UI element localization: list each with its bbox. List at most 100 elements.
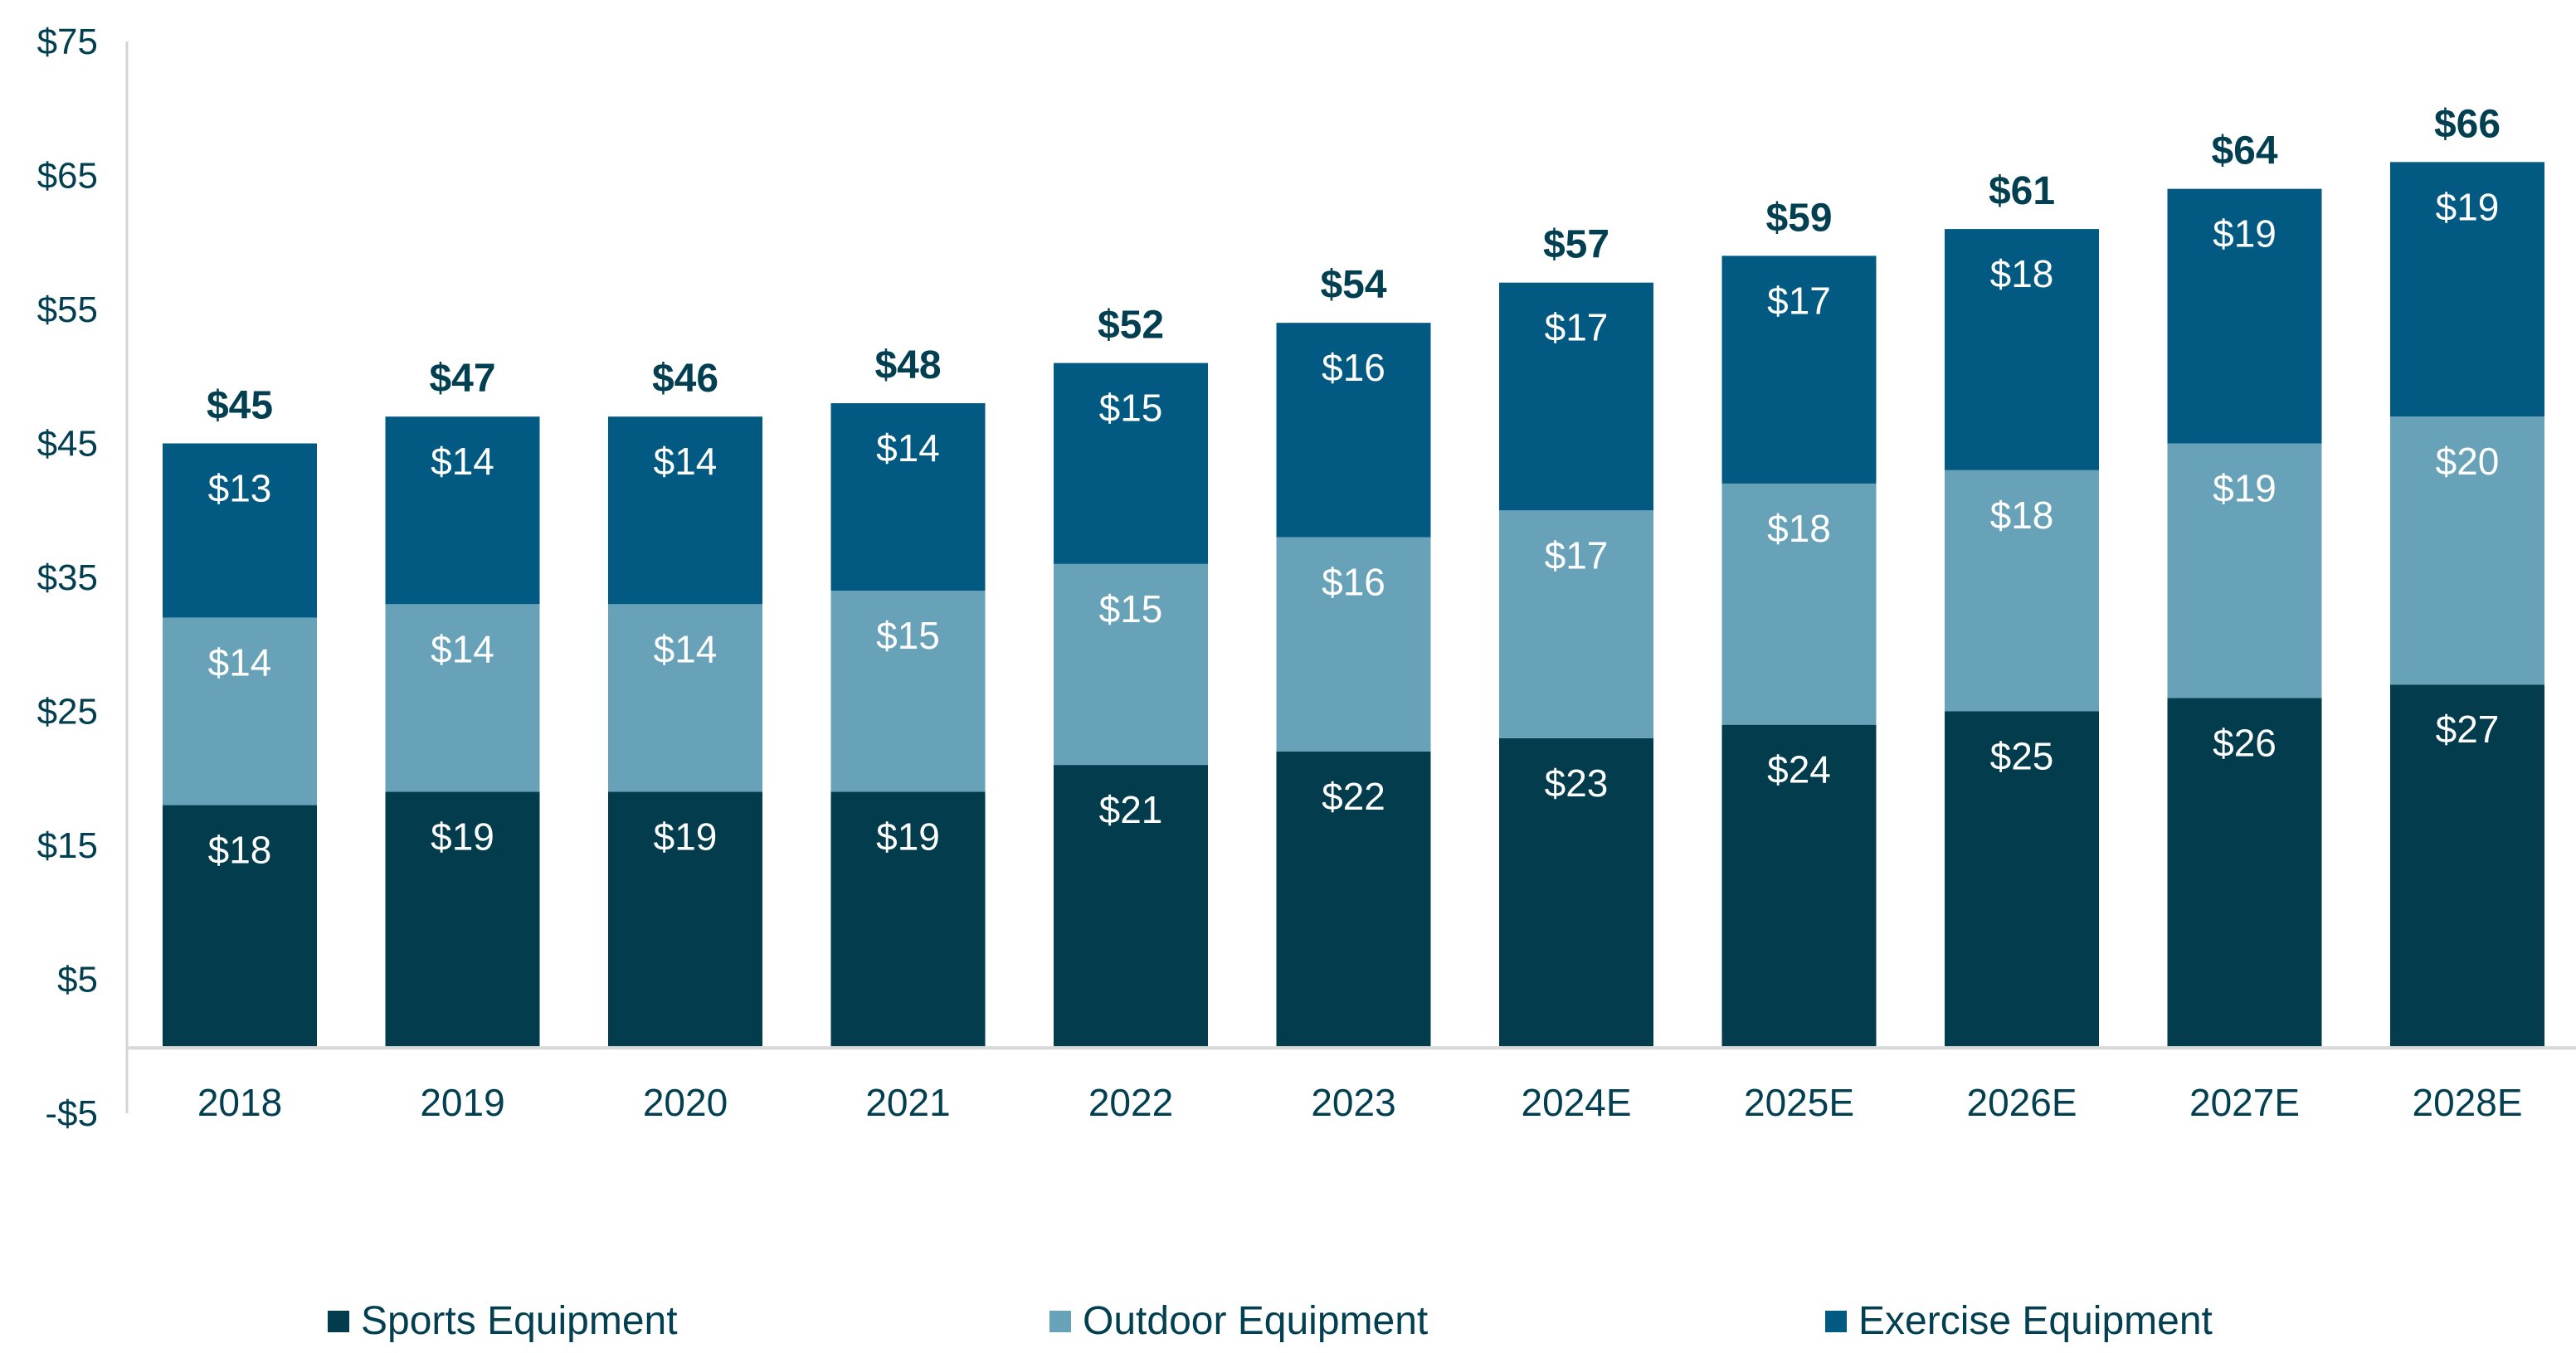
total-data-label: $52	[1098, 304, 1164, 348]
total-data-label: $46	[652, 357, 718, 401]
total-data-label: $59	[1765, 196, 1832, 240]
segment-data-label: $19	[2213, 467, 2277, 510]
segment-data-label: $14	[654, 440, 718, 483]
bar-segment-sports	[1276, 751, 1431, 1047]
segment-data-label: $19	[654, 815, 718, 858]
bar-stack: $24 $18 $17 $59	[1721, 196, 1877, 1047]
total-data-label: $45	[207, 384, 273, 428]
bar-segment-sports	[1499, 737, 1653, 1047]
bar-segment-outdoor	[830, 591, 986, 792]
legend: Sports Equipment Outdoor Equipment Exerc…	[0, 1298, 2576, 1348]
legend-label: Outdoor Equipment	[1083, 1299, 1429, 1343]
x-tick-label: 2028E	[2412, 1081, 2522, 1124]
bar-segment-sports	[608, 791, 762, 1047]
total-data-label: $57	[1543, 223, 1609, 267]
segment-data-label: $19	[2213, 212, 2277, 256]
bar-segment-exercise	[1499, 282, 1653, 511]
bar-segment-outdoor	[1499, 510, 1653, 738]
x-tick-label: 2019	[420, 1081, 504, 1124]
segment-data-label: $15	[876, 614, 940, 657]
x-tick-label: 2018	[197, 1081, 282, 1124]
segment-data-label: $14	[431, 440, 494, 483]
y-tick-label: -$5	[45, 1093, 98, 1134]
segment-data-label: $18	[1767, 507, 1831, 550]
bar-segment-exercise	[1945, 229, 2099, 470]
bar-stack: $19 $15 $14 $48	[830, 343, 986, 1047]
bar-segment-sports	[2167, 698, 2322, 1047]
y-tick-label: $45	[37, 424, 98, 465]
y-axis-ticks: $75 $65 $55 $45 $35 $25 $15 $5 -$5	[37, 22, 98, 1134]
bar-stack: $22 $16 $16 $54	[1276, 263, 1431, 1047]
y-tick-label: $75	[37, 22, 98, 62]
bar-segment-outdoor	[1945, 470, 2099, 712]
segment-data-label: $19	[431, 815, 494, 858]
segment-data-label: $19	[876, 815, 940, 858]
bar-stack: $21 $15 $15 $52	[1054, 304, 1208, 1047]
segment-data-label: $14	[654, 627, 718, 670]
segment-data-label: $17	[1545, 533, 1609, 577]
segment-data-label: $16	[1322, 346, 1385, 389]
segment-data-label: $21	[1099, 788, 1163, 831]
legend-item-outdoor-equipment: Outdoor Equipment	[1049, 1298, 1428, 1344]
segment-data-label: $18	[1990, 494, 2054, 537]
legend-label: Exercise Equipment	[1858, 1299, 2213, 1343]
bar-segment-exercise	[1276, 323, 1431, 538]
y-tick-label: $35	[37, 557, 98, 598]
total-data-label: $47	[429, 357, 495, 401]
bar-segment-outdoor	[1721, 483, 1877, 725]
total-data-label: $66	[2434, 102, 2501, 146]
x-tick-label: 2022	[1088, 1081, 1173, 1124]
segment-data-label: $26	[2213, 721, 2277, 764]
x-tick-label: 2021	[865, 1081, 950, 1124]
legend-swatch-outdoor	[1049, 1310, 1071, 1332]
y-tick-label: $5	[57, 960, 98, 1000]
total-data-label: $54	[1320, 263, 1386, 307]
total-data-label: $48	[874, 343, 941, 387]
bar-stack: $26 $19 $19 $64	[2167, 129, 2322, 1047]
bar-segment-exercise	[608, 416, 762, 605]
bar-segment-sports	[385, 791, 540, 1047]
segment-data-label: $13	[208, 467, 272, 510]
segment-data-label: $18	[1990, 252, 2054, 295]
segment-data-label: $20	[2436, 440, 2500, 483]
bar-segment-outdoor	[1054, 563, 1208, 766]
bar-segment-exercise	[2390, 162, 2544, 417]
y-tick-label: $25	[37, 692, 98, 732]
bar-stack: $27 $20 $19 $66	[2390, 102, 2544, 1047]
segment-data-label: $14	[431, 627, 494, 670]
bar-segment-sports	[1054, 765, 1208, 1047]
bar-segment-exercise	[2167, 188, 2322, 444]
segment-data-label: $17	[1767, 279, 1831, 322]
bar-segment-exercise	[1721, 256, 1877, 484]
bar-segment-outdoor	[163, 617, 317, 805]
segment-data-label: $14	[876, 426, 940, 470]
legend-label: Sports Equipment	[361, 1299, 678, 1343]
bar-segment-exercise	[163, 443, 317, 618]
bar-stack: $19 $14 $14 $46	[608, 357, 762, 1047]
bar-segment-outdoor	[2167, 443, 2322, 698]
total-data-label: $64	[2211, 129, 2277, 173]
segment-data-label: $14	[208, 640, 272, 684]
bar-segment-sports	[163, 805, 317, 1047]
bar-segment-sports	[2390, 684, 2544, 1047]
legend-item-exercise-equipment: Exercise Equipment	[1825, 1298, 2213, 1344]
segment-data-label: $25	[1990, 735, 2054, 778]
stacked-bar-chart: $75$65$55$45$35$25$15$5-$5 $18$14$13$45$…	[37, 22, 2576, 1134]
bar-segment-exercise	[1054, 363, 1208, 564]
x-tick-label: 2023	[1311, 1081, 1395, 1124]
legend-swatch-sports	[328, 1310, 349, 1332]
bar-segment-exercise	[385, 416, 540, 605]
x-tick-label: 2027E	[2189, 1081, 2300, 1124]
x-tick-label: 2025E	[1744, 1081, 1854, 1124]
y-tick-label: $15	[37, 825, 98, 866]
bar-stack: $23 $17 $17 $57	[1499, 223, 1653, 1047]
bars: $18$14$13$45$19$14$14$47$19$14$14$46$19$…	[163, 102, 2544, 1047]
bar-segment-sports	[830, 791, 986, 1047]
total-data-label: $61	[1989, 169, 2055, 213]
bar-segment-exercise	[830, 403, 986, 591]
y-tick-label: $55	[37, 290, 98, 330]
segment-data-label: $27	[2436, 708, 2500, 751]
bar-segment-outdoor	[385, 604, 540, 792]
segment-data-label: $15	[1099, 587, 1163, 630]
legend-swatch-exercise	[1825, 1310, 1847, 1332]
